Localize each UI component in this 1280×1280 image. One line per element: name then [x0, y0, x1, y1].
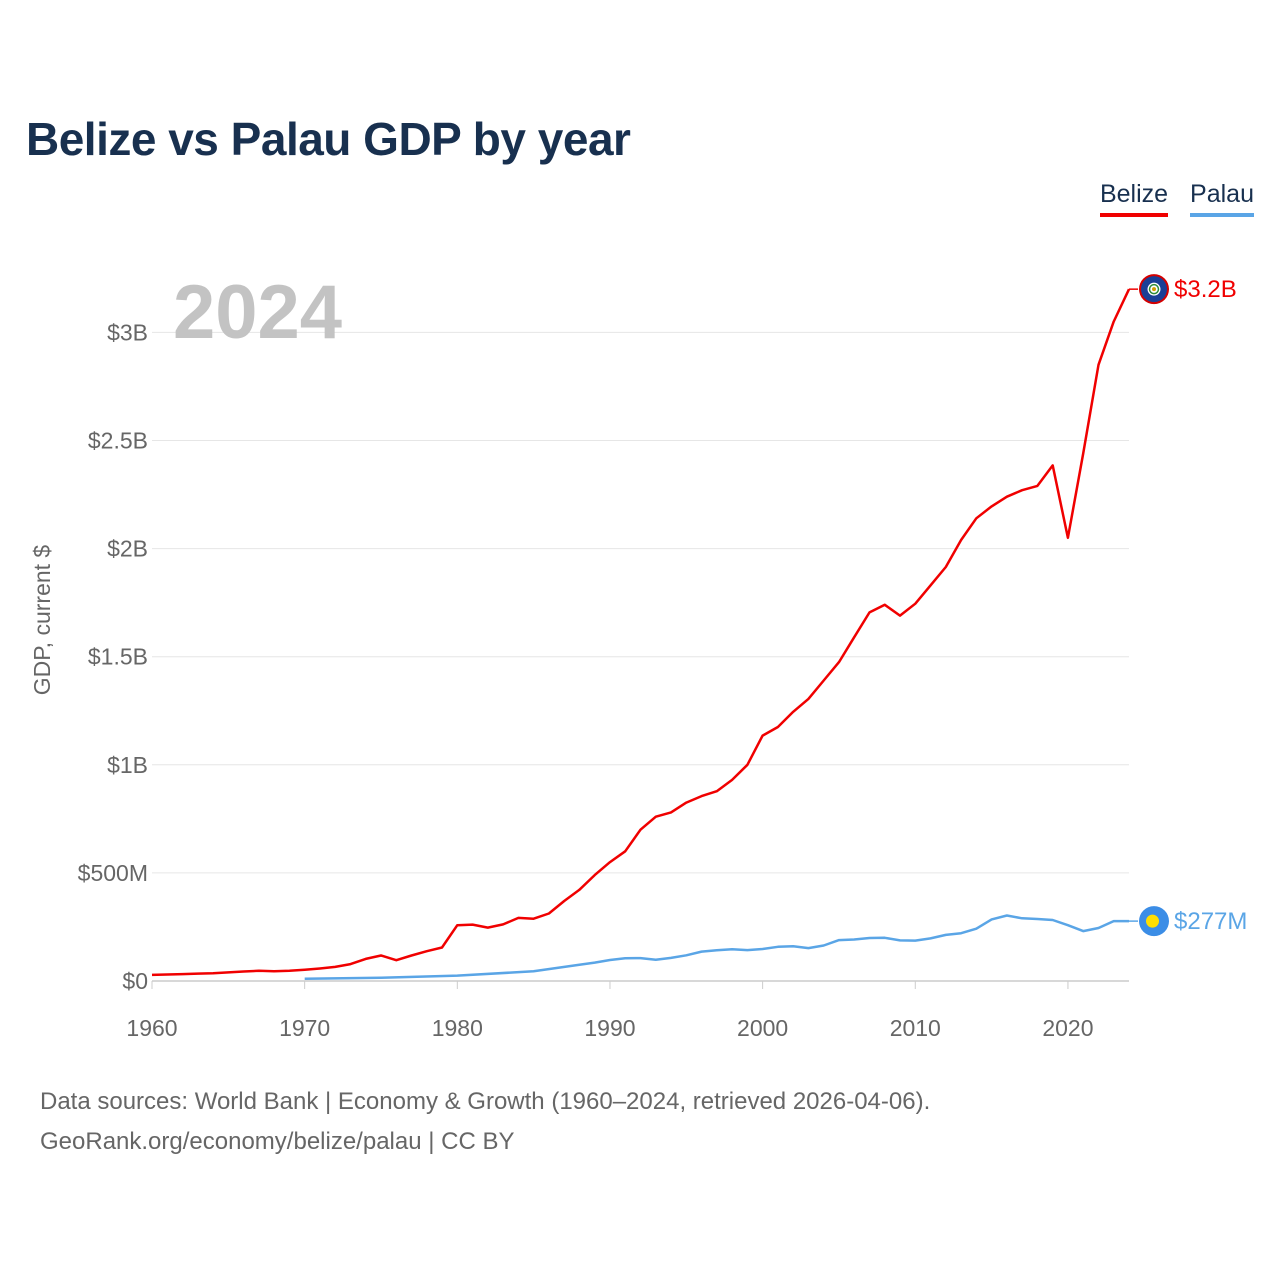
y-tick-label: $1B — [107, 752, 148, 778]
line-chart: $0$500M$1B$1.5B$2B$2.5B$3B 1960 1970 1980 1… — [29, 270, 1247, 1041]
gridlines — [152, 331, 1129, 982]
legend-item-belize[interactable]: Belize — [1099, 180, 1169, 217]
y-tick-label: $2.5B — [88, 428, 148, 454]
x-tick-label: 1980 — [432, 1015, 483, 1041]
y-tick-label: $0 — [122, 968, 148, 994]
y-axis-ticks: $0 $500M $1B $1.5B $2B $2.5B $3B — [78, 319, 148, 994]
y-tick-label: $500M — [78, 860, 148, 886]
series-line-belize — [151, 288, 1131, 977]
x-axis-ticks: 1960 1970 1980 1990 2000 2010 2020 — [126, 981, 1094, 1041]
source-line-2: GeoRank.org/economy/belize/palau | CC BY — [40, 1128, 515, 1155]
x-tick-label: 2010 — [890, 1015, 941, 1041]
chart-title: Belize vs Palau GDP by year — [26, 113, 631, 165]
x-tick-label: 1960 — [126, 1015, 177, 1041]
legend-item-palau[interactable]: Palau — [1190, 180, 1254, 217]
y-tick-label: $3B — [107, 319, 148, 345]
source-note: Data sources: World Bank | Economy & Gro… — [40, 1082, 930, 1162]
x-tick-label: 1990 — [584, 1015, 635, 1041]
y-tick-label: $1.5B — [88, 644, 148, 670]
y-axis-label: GDP, current $ — [29, 545, 55, 696]
legend: Belize Palau — [1099, 180, 1254, 217]
year-watermark: 2024 — [173, 270, 342, 355]
palau-flag-icon — [1139, 906, 1169, 937]
y-tick-label: $2B — [107, 536, 148, 562]
series-line-palau — [304, 914, 1129, 981]
x-tick-label: 1970 — [279, 1015, 330, 1041]
x-tick-label: 2000 — [737, 1015, 788, 1041]
end-label-belize: $3.2B — [1174, 276, 1237, 303]
series-endpoints: $3.2B $277M — [1129, 274, 1247, 937]
source-line-1: Data sources: World Bank | Economy & Gro… — [40, 1088, 931, 1115]
end-label-palau: $277M — [1174, 908, 1247, 935]
x-tick-label: 2020 — [1042, 1015, 1093, 1041]
series-group — [151, 288, 1131, 981]
belize-flag-icon — [1139, 274, 1169, 305]
